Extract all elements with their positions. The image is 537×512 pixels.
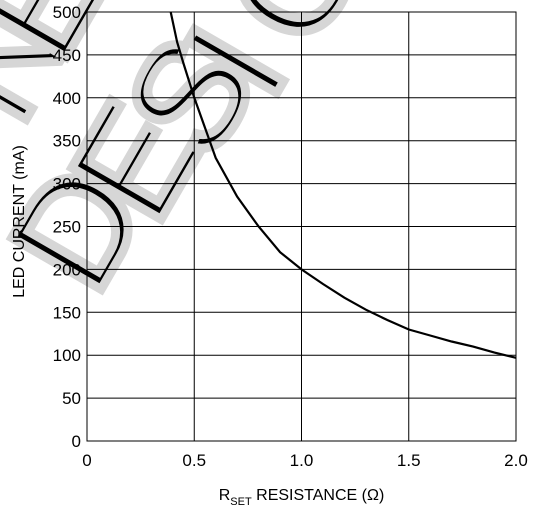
x-axis-label-main: R: [219, 487, 231, 504]
y-axis-label: LED CURRENT (mA): [11, 145, 28, 298]
x-axis-label-subscript: SET: [230, 496, 252, 508]
x-axis-label-rest: RESISTANCE (Ω): [252, 487, 385, 504]
plot-area-frame: [86, 11, 517, 442]
x-tick-label: 2.0: [504, 451, 528, 470]
y-tick-labels: 0 50 100 150 200 250 300 350 400 450 500: [53, 3, 81, 451]
watermark: NEWDESIGN: [0, 0, 456, 321]
y-tick-label: 50: [62, 389, 81, 408]
y-tick-label: 400: [53, 89, 81, 108]
x-tick-label: 0: [82, 451, 91, 470]
y-tick-label: 500: [53, 3, 81, 22]
series-line-led-current: [169, 11, 517, 359]
x-tick-label: 1.5: [397, 451, 421, 470]
y-tick-label: 0: [72, 432, 81, 451]
x-tick-label: 1.0: [290, 451, 314, 470]
y-tick-label: 250: [53, 218, 81, 237]
y-tick-label: 300: [53, 175, 81, 194]
x-axis-label: RSET RESISTANCE (Ω): [219, 487, 385, 508]
y-tick-label: 100: [53, 346, 81, 365]
x-tick-labels: 0 0.5 1.0 1.5 2.0: [82, 451, 528, 470]
y-tick-label: 350: [53, 132, 81, 151]
x-tick-label: 0.5: [182, 451, 206, 470]
y-tick-label: 450: [53, 46, 81, 65]
y-tick-label: 150: [53, 303, 81, 322]
y-tick-label: 200: [53, 260, 81, 279]
